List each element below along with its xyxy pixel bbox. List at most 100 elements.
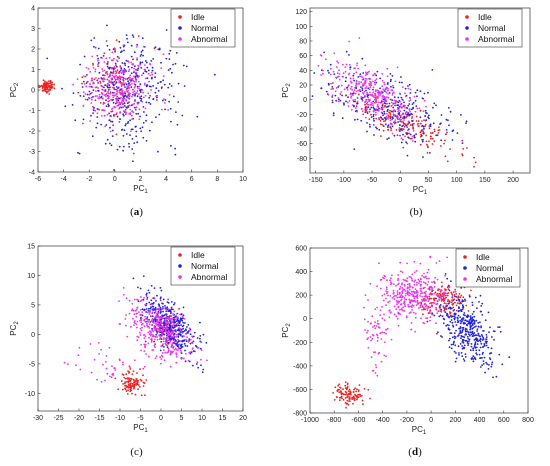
point-abnormal [176, 349, 179, 352]
point-normal [115, 81, 118, 83]
point-abnormal [110, 115, 113, 118]
point-abnormal [329, 67, 332, 70]
point-abnormal [367, 346, 370, 349]
point-idle [382, 129, 385, 132]
y-tick-label: 40 [299, 68, 307, 75]
point-idle [178, 307, 181, 310]
point-idle [129, 390, 132, 393]
point-abnormal [167, 109, 170, 111]
point-normal [444, 273, 447, 275]
point-normal [148, 96, 151, 99]
point-abnormal [159, 329, 162, 332]
point-abnormal [138, 93, 140, 95]
point-normal [167, 310, 170, 313]
point-abnormal [129, 80, 132, 83]
point-abnormal [364, 64, 367, 67]
point-abnormal [397, 300, 399, 302]
point-normal [162, 310, 164, 313]
point-idle [122, 383, 124, 385]
point-abnormal [114, 369, 117, 371]
point-idle [112, 94, 114, 97]
point-abnormal [142, 367, 145, 370]
point-abnormal [429, 256, 432, 259]
point-abnormal [401, 120, 404, 123]
point-idle [352, 395, 355, 398]
point-abnormal [398, 128, 401, 131]
point-abnormal [431, 281, 433, 283]
point-normal [122, 145, 125, 148]
y-tick-label: 600 [295, 246, 307, 253]
point-abnormal [340, 91, 343, 93]
point-abnormal [350, 108, 353, 111]
point-abnormal [382, 276, 384, 279]
point-abnormal [84, 98, 87, 101]
point-abnormal [401, 282, 403, 285]
point-abnormal [103, 69, 106, 72]
point-normal [329, 63, 332, 66]
point-normal [462, 306, 464, 309]
point-normal [472, 310, 475, 313]
point-normal [119, 46, 122, 49]
point-idle [417, 120, 420, 122]
point-normal [393, 96, 396, 98]
point-idle [342, 398, 345, 401]
point-normal [501, 363, 504, 366]
point-normal [105, 124, 108, 126]
point-normal [461, 355, 464, 357]
point-abnormal [120, 68, 123, 71]
point-abnormal [111, 51, 114, 54]
point-abnormal [143, 334, 145, 336]
point-normal [481, 339, 484, 341]
point-abnormal [383, 319, 386, 322]
point-normal [465, 333, 467, 336]
point-normal [157, 82, 160, 84]
point-idle [420, 122, 422, 125]
point-normal [147, 310, 150, 312]
point-abnormal [151, 349, 154, 351]
point-abnormal [146, 325, 149, 328]
point-abnormal [423, 322, 426, 325]
point-abnormal [348, 40, 351, 43]
point-idle [419, 131, 422, 134]
point-normal [174, 321, 177, 324]
point-abnormal [104, 361, 107, 363]
point-normal [183, 342, 186, 345]
point-abnormal [393, 91, 395, 94]
point-abnormal [150, 333, 153, 336]
point-abnormal [414, 330, 416, 333]
point-idle [442, 305, 445, 308]
point-abnormal [151, 309, 154, 312]
point-normal [474, 346, 476, 349]
point-abnormal [404, 106, 406, 109]
point-abnormal [356, 96, 359, 99]
point-abnormal [150, 303, 153, 306]
point-idle [342, 392, 344, 395]
point-abnormal [132, 111, 135, 114]
point-abnormal [425, 105, 427, 108]
point-abnormal [156, 312, 158, 315]
point-abnormal [133, 67, 136, 70]
point-normal [362, 96, 364, 99]
point-normal [77, 151, 79, 154]
x-tick-label: 20 [239, 415, 247, 422]
point-abnormal [206, 359, 208, 362]
point-idle [383, 120, 385, 123]
point-normal [440, 335, 442, 337]
point-abnormal [352, 94, 354, 96]
point-normal [177, 335, 180, 338]
point-abnormal [385, 88, 387, 90]
point-abnormal [142, 323, 144, 325]
point-abnormal [397, 116, 399, 119]
point-abnormal [377, 101, 380, 104]
point-abnormal [97, 97, 100, 100]
point-normal [184, 344, 187, 347]
point-abnormal [122, 103, 125, 106]
point-abnormal [89, 83, 91, 85]
x-axis-label: PC1 [413, 185, 428, 196]
point-abnormal [173, 330, 176, 332]
point-abnormal [109, 130, 112, 133]
legend-label-idle: Idle [476, 252, 490, 262]
point-abnormal [374, 81, 377, 84]
point-abnormal [412, 299, 414, 302]
point-abnormal [435, 262, 438, 264]
